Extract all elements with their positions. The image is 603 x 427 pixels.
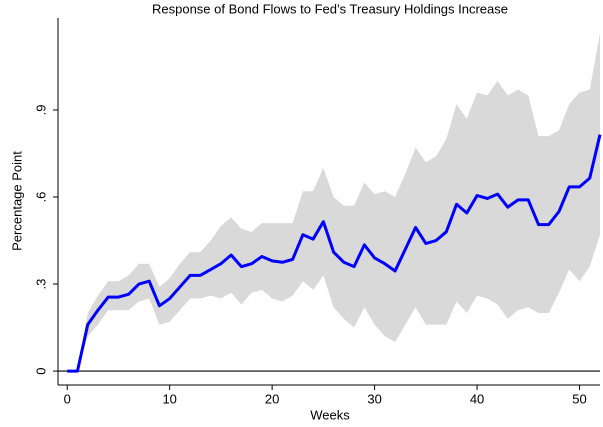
x-tick-label: 30 bbox=[367, 391, 381, 406]
y-tick-label: .3 bbox=[33, 279, 48, 290]
x-tick-label: 0 bbox=[64, 391, 71, 406]
response-line bbox=[67, 134, 602, 373]
x-axis-label: Weeks bbox=[310, 407, 350, 422]
x-tick-label: 10 bbox=[162, 391, 176, 406]
y-tick-label: .6 bbox=[33, 192, 48, 203]
confidence-band bbox=[67, 33, 600, 372]
y-tick-label: 0 bbox=[33, 367, 48, 374]
x-tick-label: 40 bbox=[470, 391, 484, 406]
chart-title: Response of Bond Flows to Fed’s Treasury… bbox=[152, 1, 508, 16]
x-tick-label: 50 bbox=[572, 391, 586, 406]
y-axis-label: Percentage Point bbox=[9, 151, 24, 251]
x-tick-label: 20 bbox=[265, 391, 279, 406]
y-tick-label: .9 bbox=[33, 105, 48, 116]
